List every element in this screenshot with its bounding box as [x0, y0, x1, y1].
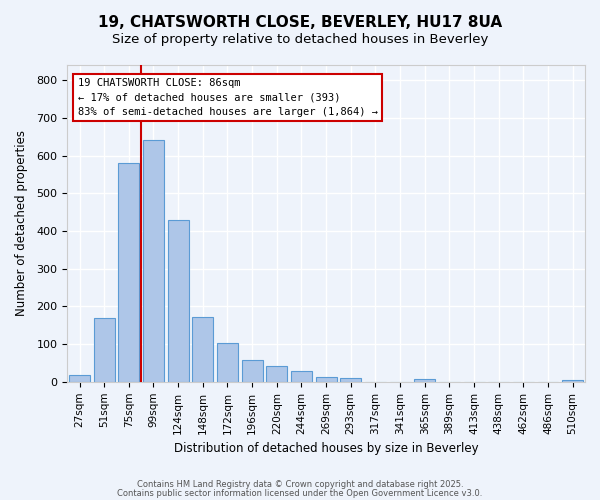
Bar: [316, 376, 337, 382]
Bar: [118, 163, 139, 382]
Bar: [69, 375, 90, 382]
Bar: [193, 317, 213, 382]
Bar: [414, 379, 435, 382]
Text: Contains HM Land Registry data © Crown copyright and database right 2025.: Contains HM Land Registry data © Crown c…: [137, 480, 463, 489]
Bar: [217, 343, 238, 382]
Text: 19 CHATSWORTH CLOSE: 86sqm
← 17% of detached houses are smaller (393)
83% of sem: 19 CHATSWORTH CLOSE: 86sqm ← 17% of deta…: [77, 78, 377, 118]
X-axis label: Distribution of detached houses by size in Beverley: Distribution of detached houses by size …: [174, 442, 478, 455]
Bar: [143, 140, 164, 382]
Bar: [94, 318, 115, 382]
Y-axis label: Number of detached properties: Number of detached properties: [15, 130, 28, 316]
Text: Contains public sector information licensed under the Open Government Licence v3: Contains public sector information licen…: [118, 488, 482, 498]
Bar: [266, 366, 287, 382]
Bar: [291, 370, 312, 382]
Bar: [242, 360, 263, 382]
Text: 19, CHATSWORTH CLOSE, BEVERLEY, HU17 8UA: 19, CHATSWORTH CLOSE, BEVERLEY, HU17 8UA: [98, 15, 502, 30]
Bar: [167, 220, 188, 382]
Bar: [340, 378, 361, 382]
Bar: [562, 380, 583, 382]
Text: Size of property relative to detached houses in Beverley: Size of property relative to detached ho…: [112, 32, 488, 46]
